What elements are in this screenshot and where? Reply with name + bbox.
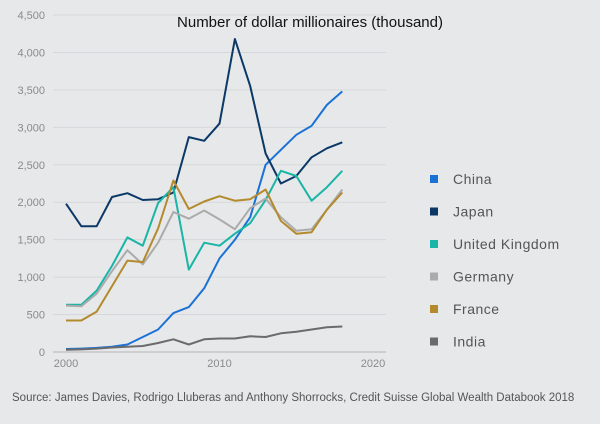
chart-title: Number of dollar millionaires (thousand) [177,14,443,31]
legend-swatch [430,337,438,346]
legend-label: Japan [453,204,494,220]
y-tick-label: 2,500 [17,160,45,172]
line-chart: 0 500 1,000 1,500 2,000 2,500 3,000 3,500 4,000 4… [17,10,560,370]
legend-label: United Kingdom [453,236,560,252]
legend-swatch [430,175,438,183]
y-tick-label: 1,500 [17,235,45,247]
legend-label: India [453,334,486,350]
legend-swatch [430,240,438,248]
legend-label: China [453,171,492,187]
x-tick-label: 2020 [361,358,385,370]
series-lines [65,38,344,351]
series-line-germany [65,188,344,308]
y-tick-label: 3,000 [17,122,45,134]
y-tick-label: 3,500 [17,85,45,97]
y-tick-label: 500 [27,310,45,322]
x-tick-label: 2010 [207,358,231,370]
x-axis: 2000 2010 2020 [54,358,385,370]
legend: China Japan United Kingdom Germany France Ind… [430,171,560,350]
source-note: Source: James Davies, Rodrigo Lluberas a… [12,392,575,404]
y-axis: 0 500 1,000 1,500 2,000 2,500 3,000 3,500 4,000 4… [17,10,45,359]
y-tick-label: 4,500 [17,10,45,22]
y-tick-label: 4,000 [17,47,45,59]
series-line-united-kingdom [66,169,344,306]
x-tick-label: 2000 [54,358,78,370]
legend-label: Germany [453,269,514,285]
legend-label: France [453,301,500,317]
series-line-china [65,90,343,350]
y-tick-label: 1,000 [17,272,45,284]
series-line-france [66,179,344,322]
y-tick-label: 2,000 [17,197,45,209]
legend-swatch [430,272,438,281]
y-tick-label: 0 [39,347,45,359]
legend-swatch [430,207,438,216]
series-line-india [65,325,343,351]
legend-swatch [430,305,438,313]
